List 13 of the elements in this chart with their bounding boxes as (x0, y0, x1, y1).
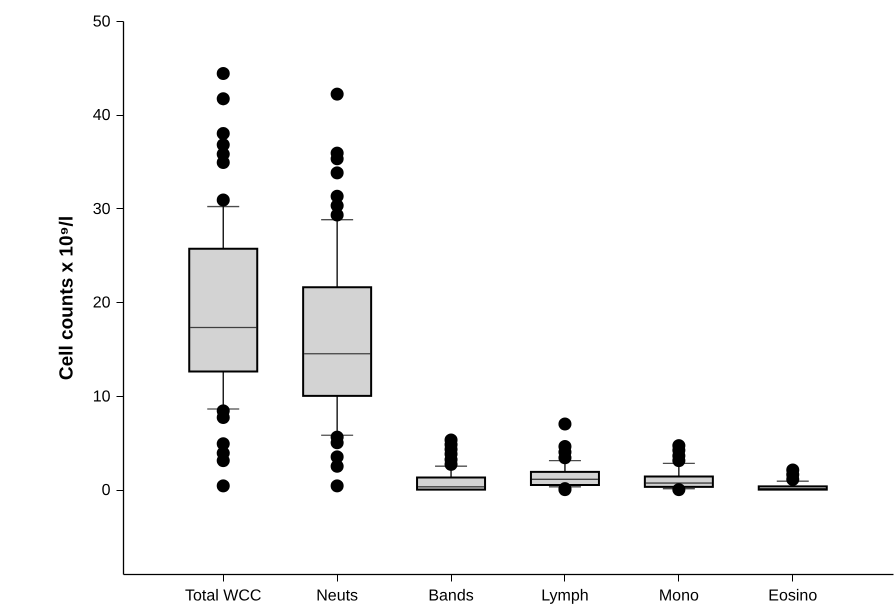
x-tick-label: Mono (658, 588, 699, 604)
y-tick-label: 10 (92, 388, 111, 406)
y-tick-label: 0 (102, 482, 111, 500)
x-tick-label: Lymph (541, 588, 589, 604)
y-tick-label: 30 (92, 200, 111, 218)
y-axis-title: Cell counts x 10⁹/l (56, 216, 78, 380)
y-tick-label: 50 (92, 14, 111, 30)
y-tick-label: 20 (92, 294, 111, 312)
x-tick-label: Bands (428, 588, 474, 604)
x-tick-label: Eosino (768, 588, 818, 604)
x-tick-label: Total WCC (185, 588, 262, 604)
y-tick-label: 40 (92, 107, 111, 124)
x-tick-label: Neuts (316, 588, 358, 604)
